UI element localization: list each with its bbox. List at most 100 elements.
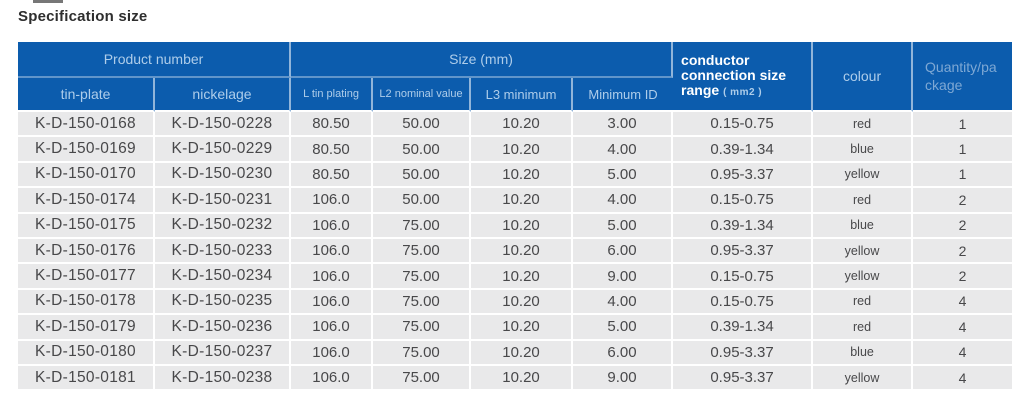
tin-plate-cell: K-D-150-0181 (18, 365, 155, 392)
tin-plate-cell: K-D-150-0175 (18, 213, 155, 239)
tin-plate-cell: K-D-150-0170 (18, 162, 155, 189)
l2-nominal-value-cell: 75.00 (373, 315, 472, 341)
l-tin-plating-cell: 106.0 (291, 289, 374, 316)
column-header-l3-minimum: L3 minimum (471, 78, 574, 112)
table-row: K-D-150-0174 K-D-150-0231 106.0 50.00 10.20 4… (18, 188, 1013, 214)
conductor-range-cell: 0.15-0.75 (673, 289, 814, 316)
column-header-l-tin-plating: L tin plating (291, 78, 374, 112)
minimum-id-cell: 3.00 (573, 112, 674, 138)
column-group-size-mm: Size (mm) (291, 42, 674, 78)
conductor-range-cell: 0.39-1.34 (673, 315, 814, 341)
column-header-conductor-connection-size-range: conductor connection size range ( mm2 ) (673, 42, 814, 112)
conductor-range-cell: 0.15-0.75 (673, 112, 814, 138)
nickelage-cell: K-D-150-0234 (155, 264, 292, 290)
l3-minimum-cell: 10.20 (471, 137, 574, 163)
page-title: Specification size (18, 8, 148, 25)
table-row: K-D-150-0178 K-D-150-0235 106.0 75.00 10.20 4… (18, 289, 1013, 316)
minimum-id-cell: 4.00 (573, 188, 674, 214)
conductor-range-cell: 0.95-3.37 (673, 365, 814, 392)
colour-cell: red (813, 112, 914, 138)
l3-minimum-cell: 10.20 (471, 188, 574, 214)
table-row: K-D-150-0180 K-D-150-0237 106.0 75.00 10.20 6… (18, 340, 1013, 366)
minimum-id-cell: 9.00 (573, 264, 674, 290)
nickelage-cell: K-D-150-0238 (155, 365, 292, 392)
l-tin-plating-cell: 106.0 (291, 188, 374, 214)
colour-cell: yellow (813, 365, 914, 392)
l-tin-plating-cell: 106.0 (291, 340, 374, 366)
l3-minimum-cell: 10.20 (471, 340, 574, 366)
cropped-text-artifact (33, 0, 63, 3)
l2-nominal-value-cell: 75.00 (373, 264, 472, 290)
conductor-range-cell: 0.39-1.34 (673, 213, 814, 239)
l-tin-plating-cell: 80.50 (291, 112, 374, 138)
nickelage-cell: K-D-150-0233 (155, 238, 292, 265)
minimum-id-cell: 5.00 (573, 162, 674, 189)
l3-minimum-cell: 10.20 (471, 289, 574, 316)
column-group-product-number: Product number (18, 42, 292, 78)
l3-minimum-cell: 10.20 (471, 315, 574, 341)
nickelage-cell: K-D-150-0237 (155, 340, 292, 366)
table-row: K-D-150-0169 K-D-150-0229 80.50 50.00 10.20 4… (18, 137, 1013, 163)
quantity-cell: 1 (913, 162, 1013, 189)
nickelage-cell: K-D-150-0228 (155, 112, 292, 138)
table-row: K-D-150-0181 K-D-150-0238 106.0 75.00 10.20 9… (18, 365, 1013, 392)
column-header-tin-plate: tin-plate (18, 78, 155, 112)
l-tin-plating-cell: 80.50 (291, 162, 374, 189)
colour-cell: blue (813, 340, 914, 366)
quantity-cell: 2 (913, 188, 1013, 214)
nickelage-cell: K-D-150-0232 (155, 213, 292, 239)
tin-plate-cell: K-D-150-0168 (18, 112, 155, 138)
l2-nominal-value-cell: 75.00 (373, 238, 472, 265)
quantity-cell: 2 (913, 213, 1013, 239)
quantity-cell: 4 (913, 365, 1013, 392)
l-tin-plating-cell: 106.0 (291, 365, 374, 392)
l-tin-plating-cell: 80.50 (291, 137, 374, 163)
nickelage-cell: K-D-150-0235 (155, 289, 292, 316)
minimum-id-cell: 6.00 (573, 238, 674, 265)
quantity-cell: 2 (913, 238, 1013, 265)
quantity-cell: 2 (913, 264, 1013, 290)
table-row: K-D-150-0176 K-D-150-0233 106.0 75.00 10.20 6… (18, 238, 1013, 265)
table-row: K-D-150-0175 K-D-150-0232 106.0 75.00 10.20 5… (18, 213, 1013, 239)
l2-nominal-value-cell: 50.00 (373, 162, 472, 189)
l3-minimum-cell: 10.20 (471, 238, 574, 265)
minimum-id-cell: 4.00 (573, 137, 674, 163)
conductor-range-cell: 0.15-0.75 (673, 188, 814, 214)
colour-cell: blue (813, 137, 914, 163)
nickelage-cell: K-D-150-0230 (155, 162, 292, 189)
minimum-id-cell: 9.00 (573, 365, 674, 392)
colour-cell: yellow (813, 162, 914, 189)
colour-cell: red (813, 315, 914, 341)
conductor-range-cell: 0.15-0.75 (673, 264, 814, 290)
conductor-range-cell: 0.95-3.37 (673, 238, 814, 265)
l2-nominal-value-cell: 50.00 (373, 137, 472, 163)
minimum-id-cell: 5.00 (573, 213, 674, 239)
l2-nominal-value-cell: 75.00 (373, 213, 472, 239)
quantity-cell: 1 (913, 112, 1013, 138)
table-body: K-D-150-0168 K-D-150-0228 80.50 50.00 10.20 3… (18, 112, 1013, 392)
conductor-range-cell: 0.39-1.34 (673, 137, 814, 163)
column-header-l2-nominal-value: L2 nominal value (373, 78, 472, 112)
quantity-cell: 4 (913, 289, 1013, 316)
quantity-cell: 4 (913, 340, 1013, 366)
l2-nominal-value-cell: 75.00 (373, 289, 472, 316)
l2-nominal-value-cell: 50.00 (373, 188, 472, 214)
tin-plate-cell: K-D-150-0177 (18, 264, 155, 290)
l-tin-plating-cell: 106.0 (291, 264, 374, 290)
colour-cell: red (813, 188, 914, 214)
conductor-range-cell: 0.95-3.37 (673, 162, 814, 189)
conductor-header-label: conductor connection size range (681, 51, 787, 99)
conductor-range-cell: 0.95-3.37 (673, 340, 814, 366)
nickelage-cell: K-D-150-0231 (155, 188, 292, 214)
quantity-cell: 4 (913, 315, 1013, 341)
tin-plate-cell: K-D-150-0176 (18, 238, 155, 265)
colour-cell: yellow (813, 264, 914, 290)
minimum-id-cell: 6.00 (573, 340, 674, 366)
l3-minimum-cell: 10.20 (471, 162, 574, 189)
tin-plate-cell: K-D-150-0174 (18, 188, 155, 214)
table-row: K-D-150-0177 K-D-150-0234 106.0 75.00 10.20 9… (18, 264, 1013, 290)
tin-plate-cell: K-D-150-0179 (18, 315, 155, 341)
table-header: Product number Size (mm) conductor conne… (18, 42, 1013, 112)
specification-table: Product number Size (mm) conductor conne… (18, 42, 1013, 392)
